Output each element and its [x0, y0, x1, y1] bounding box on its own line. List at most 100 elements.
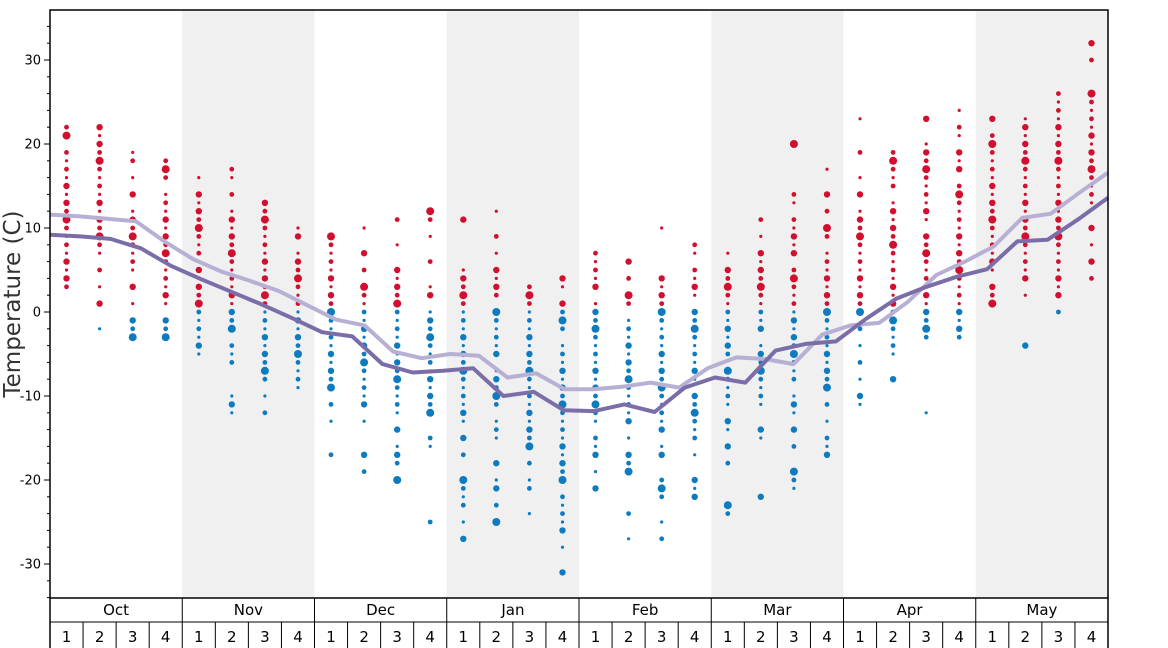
temperature-dot [163, 326, 169, 332]
temperature-dot [726, 251, 730, 255]
temperature-dot [229, 192, 235, 197]
week-label: 2 [227, 628, 237, 646]
temperature-dot [726, 318, 730, 322]
temperature-dot [96, 300, 103, 307]
temperature-dot [824, 259, 830, 264]
temperature-dot [227, 249, 236, 258]
temperature-dot [195, 208, 202, 215]
temperature-dot [294, 334, 302, 341]
temperature-dot [98, 176, 102, 180]
temperature-dot [460, 360, 466, 365]
temperature-dot [858, 285, 862, 289]
temperature-dot [328, 259, 334, 264]
temperature-dot [624, 375, 633, 384]
temperature-dot [163, 158, 169, 164]
temperature-dot [197, 335, 201, 339]
temperature-dot [857, 150, 863, 155]
temperature-dot [593, 250, 598, 256]
temperature-dot [955, 266, 964, 274]
temperature-dot [1089, 125, 1094, 129]
plot-frame [49, 9, 1109, 599]
temperature-dot [724, 418, 731, 425]
temperature-dot [693, 293, 697, 297]
temperature-dot [889, 208, 897, 215]
temperature-dot [957, 209, 961, 213]
temperature-dot [460, 301, 466, 306]
temperature-dot [362, 318, 366, 322]
temperature-dot [362, 419, 366, 423]
temperature-dot [262, 410, 268, 416]
temperature-dot [328, 402, 334, 407]
temperature-dot [560, 393, 565, 399]
week-label: 1 [62, 628, 72, 646]
temperature-dot [923, 242, 929, 248]
temperature-dot [527, 478, 532, 482]
temperature-dot [627, 394, 631, 398]
month-label-mar: Mar [763, 601, 792, 619]
week-label: 4 [822, 628, 832, 646]
temperature-dot [1055, 216, 1062, 223]
temperature-dot [1055, 124, 1062, 131]
temperature-dot [560, 427, 565, 432]
temperature-dot [527, 376, 532, 382]
temperature-dot [461, 386, 465, 390]
y-tick-label: 30 [24, 54, 41, 69]
temperature-dot [890, 234, 896, 239]
temperature-dot [1089, 116, 1094, 122]
temperature-dot [1056, 268, 1060, 272]
temperature-dot [658, 350, 665, 358]
temperature-dot [1054, 156, 1063, 165]
temperature-dot [957, 285, 961, 289]
temperature-dot [460, 334, 467, 341]
temperature-dot [361, 469, 367, 474]
temperature-dot [194, 224, 203, 232]
temperature-dot [625, 418, 632, 425]
temperature-dot [559, 275, 566, 282]
temperature-dot [1021, 232, 1030, 241]
temperature-dot [460, 486, 466, 491]
temperature-dot [791, 217, 797, 223]
temperature-dot [64, 150, 69, 155]
temperature-dot [64, 124, 69, 130]
month-shade-jan [446, 10, 579, 598]
temperature-dot [625, 359, 632, 366]
temperature-dot [525, 291, 534, 300]
temperature-dot [857, 225, 863, 231]
temperature-dot [329, 327, 333, 331]
temperature-dot [162, 317, 169, 324]
temperature-dot [693, 428, 697, 432]
temperature-dot [131, 150, 135, 154]
temperature-dot [957, 243, 961, 247]
temperature-dot [627, 352, 631, 356]
temperature-dot [493, 427, 499, 432]
temperature-dot [63, 275, 70, 282]
temperature-dot [891, 260, 895, 264]
temperature-dot [593, 360, 598, 364]
temperature-dot [593, 444, 598, 448]
temperature-dot [1022, 259, 1028, 264]
temperature-dot [757, 250, 764, 257]
temperature-dot [362, 302, 366, 306]
temperature-dot [592, 283, 599, 290]
temperature-dot [890, 183, 896, 189]
temperature-dot [691, 493, 698, 500]
temperature-dot [1055, 140, 1062, 148]
temperature-dot [428, 285, 432, 289]
temperature-dot [823, 224, 831, 232]
temperature-dot [194, 299, 203, 308]
temperature-dot [96, 124, 103, 131]
temperature-dot [393, 299, 402, 308]
temperature-dot [1056, 117, 1060, 121]
temperature-dot [858, 176, 862, 180]
temperature-dot [1055, 199, 1062, 206]
temperature-dot [823, 191, 831, 198]
temperature-dot [128, 333, 137, 342]
temperature-dot [527, 435, 532, 441]
temperature-dot [64, 208, 69, 214]
temperature-dot [197, 243, 201, 247]
temperature-dot [1056, 259, 1061, 264]
temperature-dot [889, 316, 898, 325]
temperature-dot [131, 302, 135, 306]
temperature-dot [327, 232, 335, 241]
temperature-dot [559, 300, 566, 307]
